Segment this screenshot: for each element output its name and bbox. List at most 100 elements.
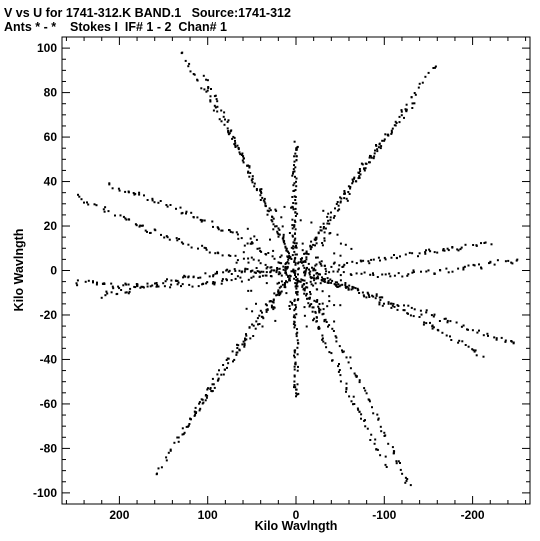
uv-point [391, 127, 394, 130]
uv-point [430, 314, 433, 317]
uv-point [316, 300, 319, 303]
uv-point [114, 214, 116, 217]
uv-point [343, 190, 346, 192]
uv-point [424, 75, 427, 78]
uv-point [217, 228, 220, 231]
uv-point [291, 206, 294, 209]
uv-point [302, 264, 305, 267]
uv-point [325, 270, 328, 273]
uv-point [233, 268, 236, 271]
uv-point [227, 129, 230, 132]
uv-point [400, 109, 403, 112]
uv-point [247, 278, 250, 281]
uv-point [359, 170, 362, 173]
uv-point [285, 280, 287, 283]
uv-point [294, 246, 297, 249]
uv-point [301, 284, 304, 287]
uv-point [404, 481, 407, 484]
uv-point [413, 308, 416, 311]
uv-point [204, 394, 207, 397]
uv-point [447, 249, 450, 252]
uv-point [140, 285, 143, 288]
uv-point [309, 291, 311, 293]
uv-point [222, 364, 225, 366]
uv-point [194, 411, 197, 414]
uv-point [254, 271, 257, 274]
uv-point [221, 254, 224, 257]
uv-point [350, 247, 353, 250]
uv-point [362, 259, 365, 262]
uv-point [504, 339, 507, 342]
uv-point [204, 399, 207, 402]
uv-point [292, 269, 295, 272]
uv-point [255, 267, 258, 269]
uv-point [160, 233, 162, 236]
uv-point [398, 115, 401, 118]
uv-point [318, 303, 321, 305]
uv-point [317, 277, 320, 280]
uv-point [181, 433, 184, 436]
uv-point [166, 278, 168, 281]
uv-point [369, 439, 372, 441]
uv-point [256, 317, 259, 320]
uv-point [279, 272, 282, 275]
uv-point [321, 334, 324, 337]
uv-point [294, 211, 297, 214]
uv-point [331, 279, 334, 282]
uv-point [377, 256, 380, 259]
uv-point [277, 273, 280, 276]
uv-point [358, 176, 361, 179]
uv-point [189, 70, 192, 73]
uv-point [308, 271, 311, 274]
uv-point [205, 78, 208, 81]
uv-point [305, 282, 308, 285]
uv-point [197, 247, 199, 250]
uv-point [287, 275, 289, 278]
uv-point [347, 191, 350, 193]
uv-point [495, 338, 498, 341]
uv-point [305, 292, 308, 295]
uv-point [250, 179, 253, 182]
uv-point [380, 430, 383, 433]
uv-point [139, 286, 142, 289]
uv-point [493, 336, 496, 339]
uv-point [276, 282, 279, 285]
uv-point [373, 152, 376, 155]
uv-point [138, 193, 141, 196]
uv-point [295, 282, 298, 285]
uv-point [224, 368, 226, 371]
uv-point [314, 282, 317, 285]
uv-point [247, 261, 250, 264]
uv-point [262, 270, 265, 273]
uv-point [217, 377, 220, 380]
uv-point [333, 215, 336, 217]
uv-point [252, 275, 255, 278]
uv-point [329, 278, 332, 281]
uv-point [323, 278, 326, 281]
uv-point [247, 171, 249, 174]
uv-point [363, 387, 366, 390]
uv-point [245, 334, 248, 337]
uv-point [86, 201, 88, 204]
uv-point [227, 362, 230, 365]
uv-point [271, 216, 274, 219]
uv-point [244, 339, 247, 342]
uv-point [164, 280, 167, 283]
uv-point [375, 448, 378, 451]
uv-point [185, 425, 188, 428]
uv-point [77, 193, 79, 196]
uv-point [292, 168, 295, 171]
uv-point [76, 284, 79, 287]
uv-point [288, 305, 291, 307]
uv-point [251, 310, 254, 313]
uv-point [292, 202, 295, 204]
uv-point [346, 199, 349, 202]
uv-point [361, 291, 364, 294]
uv-point [266, 213, 269, 216]
uv-point [360, 413, 363, 416]
uv-point [165, 235, 168, 238]
uv-point [308, 268, 310, 271]
uv-point [296, 290, 299, 293]
uv-point [157, 201, 160, 204]
uv-point [183, 431, 186, 434]
